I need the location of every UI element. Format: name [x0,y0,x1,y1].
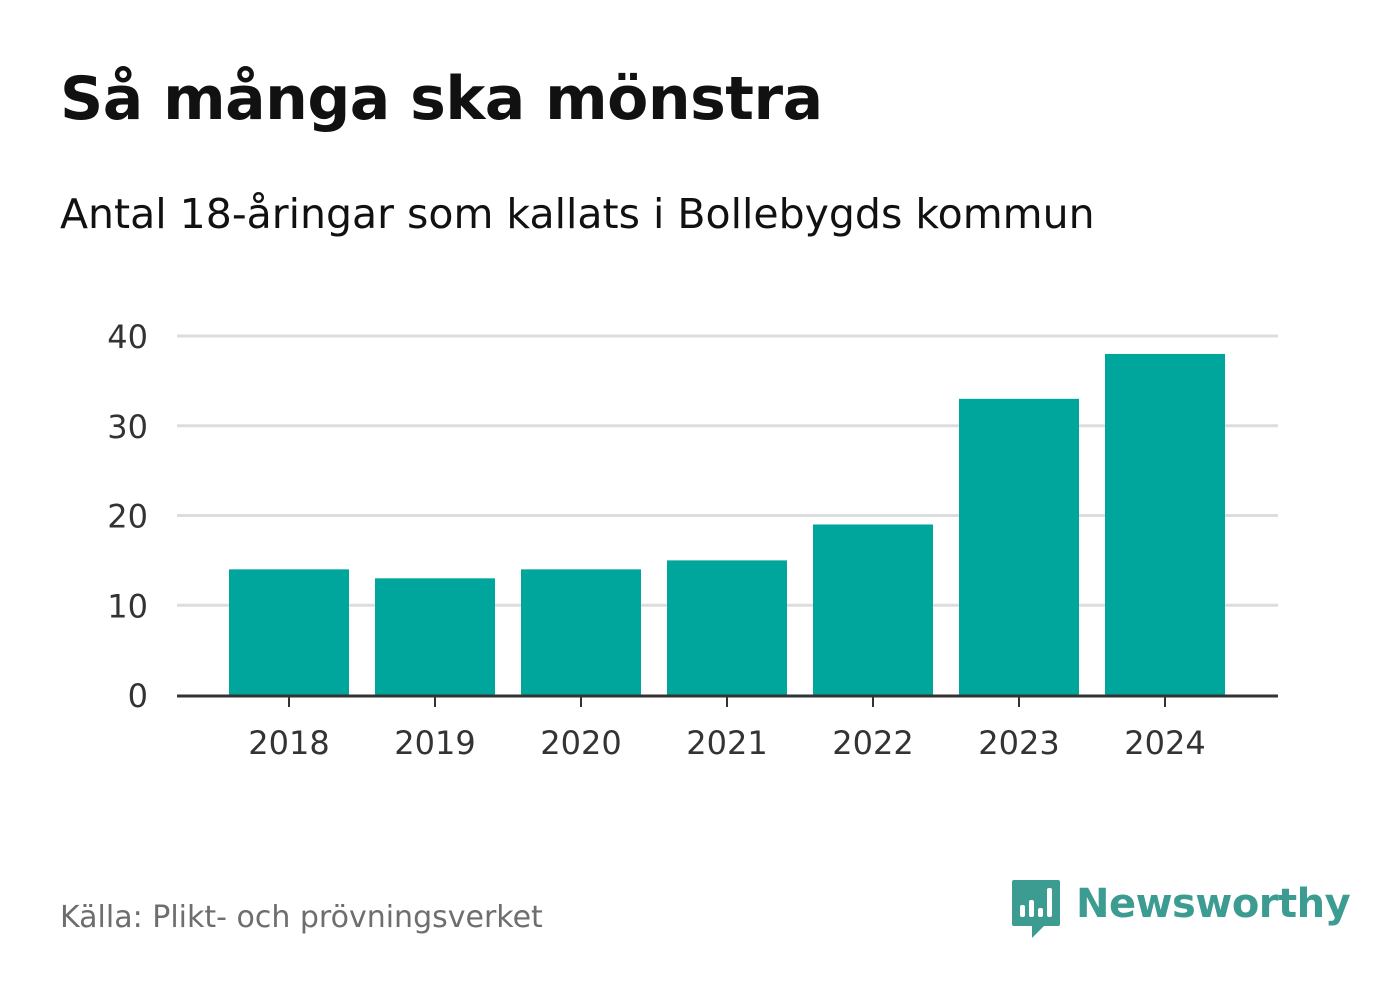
x-tick-label-2022: 2022 [832,724,913,762]
x-tick-label-2023: 2023 [978,724,1059,762]
source-note: Källa: Plikt- och prövningsverket [60,900,543,935]
y-tick-label-20: 20 [107,498,148,536]
axes [177,694,1278,707]
bar-2018[interactable] [229,569,349,695]
bar-2022[interactable] [813,524,933,695]
bar-2024[interactable] [1105,353,1225,695]
chart-subtitle: Antal 18-åringar som kallats i Bollebygd… [60,190,1095,238]
bar-2021[interactable] [667,560,787,695]
x-tick-label-2021: 2021 [686,724,767,762]
chart-title: Så många ska mönstra [60,64,823,134]
brand-name: Newsworthy [1076,881,1351,927]
y-tick-label-10: 10 [107,587,148,625]
bar-chart-speech-bubble-icon [1012,880,1060,938]
bar-2019[interactable] [375,578,495,695]
bars [229,353,1225,695]
x-tick-label-2024: 2024 [1124,724,1205,762]
y-tick-label-30: 30 [107,408,148,446]
bar-2023[interactable] [959,398,1079,695]
tick-labels: 0 10 20 30 40 2018 2019 2020 2021 2022 2023 2024 [107,318,1205,762]
bar-2020[interactable] [521,569,641,695]
x-tick-label-2018: 2018 [248,724,329,762]
y-tick-label-40: 40 [107,318,148,356]
y-tick-label-0: 0 [128,677,148,715]
brand-logo-lockup[interactable]: Newsworthy [1010,878,1351,940]
x-tick-label-2019: 2019 [394,724,475,762]
x-tick-label-2020: 2020 [540,724,621,762]
